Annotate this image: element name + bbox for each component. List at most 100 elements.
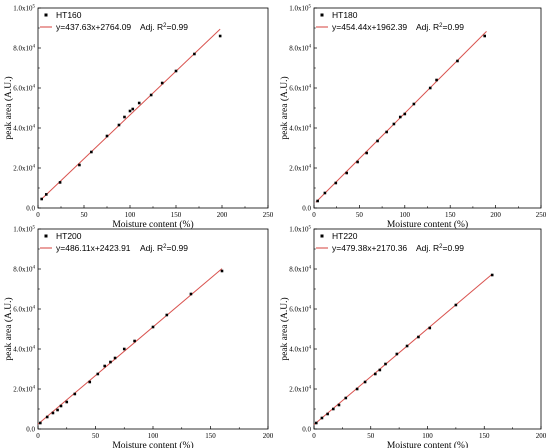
data-point — [363, 380, 367, 384]
data-point — [344, 396, 348, 400]
data-point — [314, 421, 318, 425]
chart-panel-2: 0 50 100 150 200 250 0.0 2.0x104 4.0x104 6.0x104 8… — [279, 5, 547, 231]
data-point — [220, 269, 224, 273]
data-point — [189, 292, 193, 296]
data-point — [326, 412, 329, 416]
y-tick-label: 1.0x105 — [13, 5, 35, 13]
chart-panel-3: 0 50 100 150 200 0.0 2.0x104 4.0x104 6.0x104 8.0x… — [3, 226, 274, 448]
x-axis-label: Moisture content (%) — [112, 219, 193, 230]
plot-frame — [313, 7, 542, 209]
data-point — [73, 392, 77, 396]
y-tick-label: 8.0x104 — [289, 45, 311, 53]
data-point — [334, 181, 338, 185]
data-point — [392, 122, 396, 126]
data-point — [323, 191, 327, 195]
data-point — [454, 303, 458, 307]
data-point — [65, 400, 69, 404]
data-point — [376, 139, 379, 143]
data-point — [78, 163, 81, 167]
y-axis-label: peak area (A.U.) — [279, 297, 290, 360]
y-tick-label: 2.0x104 — [13, 386, 35, 394]
legend-adj-r2: Adj. R2=0.99 — [140, 243, 188, 253]
x-tick-label: 100 — [400, 211, 411, 219]
data-point — [39, 421, 42, 425]
x-tick-label: 100 — [148, 432, 159, 440]
data-point — [412, 102, 416, 106]
y-tick-label: 8.0x104 — [289, 266, 311, 274]
data-point — [428, 86, 432, 90]
x-tick-label: 0 — [312, 432, 316, 440]
y-axis-label: peak area (A.U.) — [279, 76, 290, 139]
data-point — [149, 93, 153, 97]
fit-line — [40, 28, 221, 201]
y-axis-label: peak area (A.U.) — [3, 297, 14, 360]
chart-panel-4: 0 50 100 150 200 0.0 2.0x104 4.0x104 6.0x104 8.0x… — [279, 226, 547, 448]
x-tick-label: 200 — [263, 432, 274, 440]
data-point — [403, 112, 407, 116]
data-point — [160, 81, 164, 85]
legend-fit-equation: y=486.11x+2423.91 — [56, 243, 131, 253]
data-point — [103, 364, 106, 368]
data-point — [355, 387, 359, 391]
data-point — [122, 347, 126, 351]
x-tick-label: 50 — [92, 432, 100, 440]
data-point — [109, 360, 112, 364]
data-point — [40, 197, 43, 201]
legend-series-name: HT180 — [332, 10, 358, 20]
x-tick-label: 50 — [367, 432, 375, 440]
legend-fit-equation: y=437.63x+2764.09 — [56, 22, 131, 32]
data-point — [58, 181, 62, 184]
data-point — [373, 372, 377, 376]
data-point — [435, 78, 438, 82]
legend-adj-r2: Adj. R2=0.99 — [416, 22, 464, 32]
y-tick-label: 2.0x104 — [13, 165, 35, 173]
x-axis-label: Moisture content (%) — [387, 440, 468, 448]
x-tick-label: 150 — [445, 211, 456, 219]
data-point — [105, 134, 109, 138]
x-tick-label: 100 — [125, 211, 136, 219]
data-point — [337, 403, 341, 407]
legend-marker — [44, 13, 48, 17]
fit-line — [313, 273, 493, 426]
legend-marker — [320, 234, 324, 238]
y-tick-label: 6.0x104 — [13, 85, 35, 93]
y-tick-label: 6.0x104 — [289, 306, 311, 314]
data-point — [320, 416, 324, 420]
x-tick-label: 150 — [479, 432, 490, 440]
data-point — [490, 273, 494, 277]
data-point — [356, 160, 359, 164]
y-tick-label: 8.0x104 — [13, 45, 35, 53]
data-point — [90, 150, 93, 154]
data-point — [45, 415, 49, 419]
y-tick-label: 6.0x104 — [13, 306, 35, 314]
data-point — [51, 411, 55, 415]
x-tick-label: 150 — [171, 211, 182, 219]
data-point — [193, 52, 196, 56]
data-point — [123, 115, 126, 119]
plot-frame — [37, 7, 269, 209]
x-tick-label: 0 — [36, 211, 40, 219]
x-axis-label: Moisture content (%) — [387, 219, 468, 230]
legend-marker — [44, 234, 48, 238]
data-point — [218, 34, 222, 38]
data-point — [88, 380, 92, 384]
data-point — [133, 339, 136, 343]
data-point — [151, 325, 155, 329]
x-axis-label: Moisture content (%) — [112, 440, 193, 448]
data-point — [131, 107, 135, 111]
data-point — [113, 356, 117, 360]
x-tick-label: 50 — [81, 211, 89, 219]
legend-adj-r2: Adj. R2=0.99 — [416, 243, 464, 253]
data-point — [165, 313, 169, 317]
legend-marker — [320, 13, 324, 17]
y-tick-label: 4.0x104 — [289, 346, 311, 354]
data-point — [456, 59, 459, 63]
y-tick-label: 4.0x104 — [13, 125, 35, 133]
y-tick-label: 8.0x104 — [13, 266, 35, 274]
legend-series-name: HT200 — [56, 231, 82, 241]
y-tick-label: 0.0 — [26, 426, 35, 434]
x-tick-label: 200 — [217, 211, 228, 219]
legend-fit-equation: y=454.44x+1962.39 — [332, 22, 407, 32]
x-tick-label: 250 — [263, 211, 274, 219]
